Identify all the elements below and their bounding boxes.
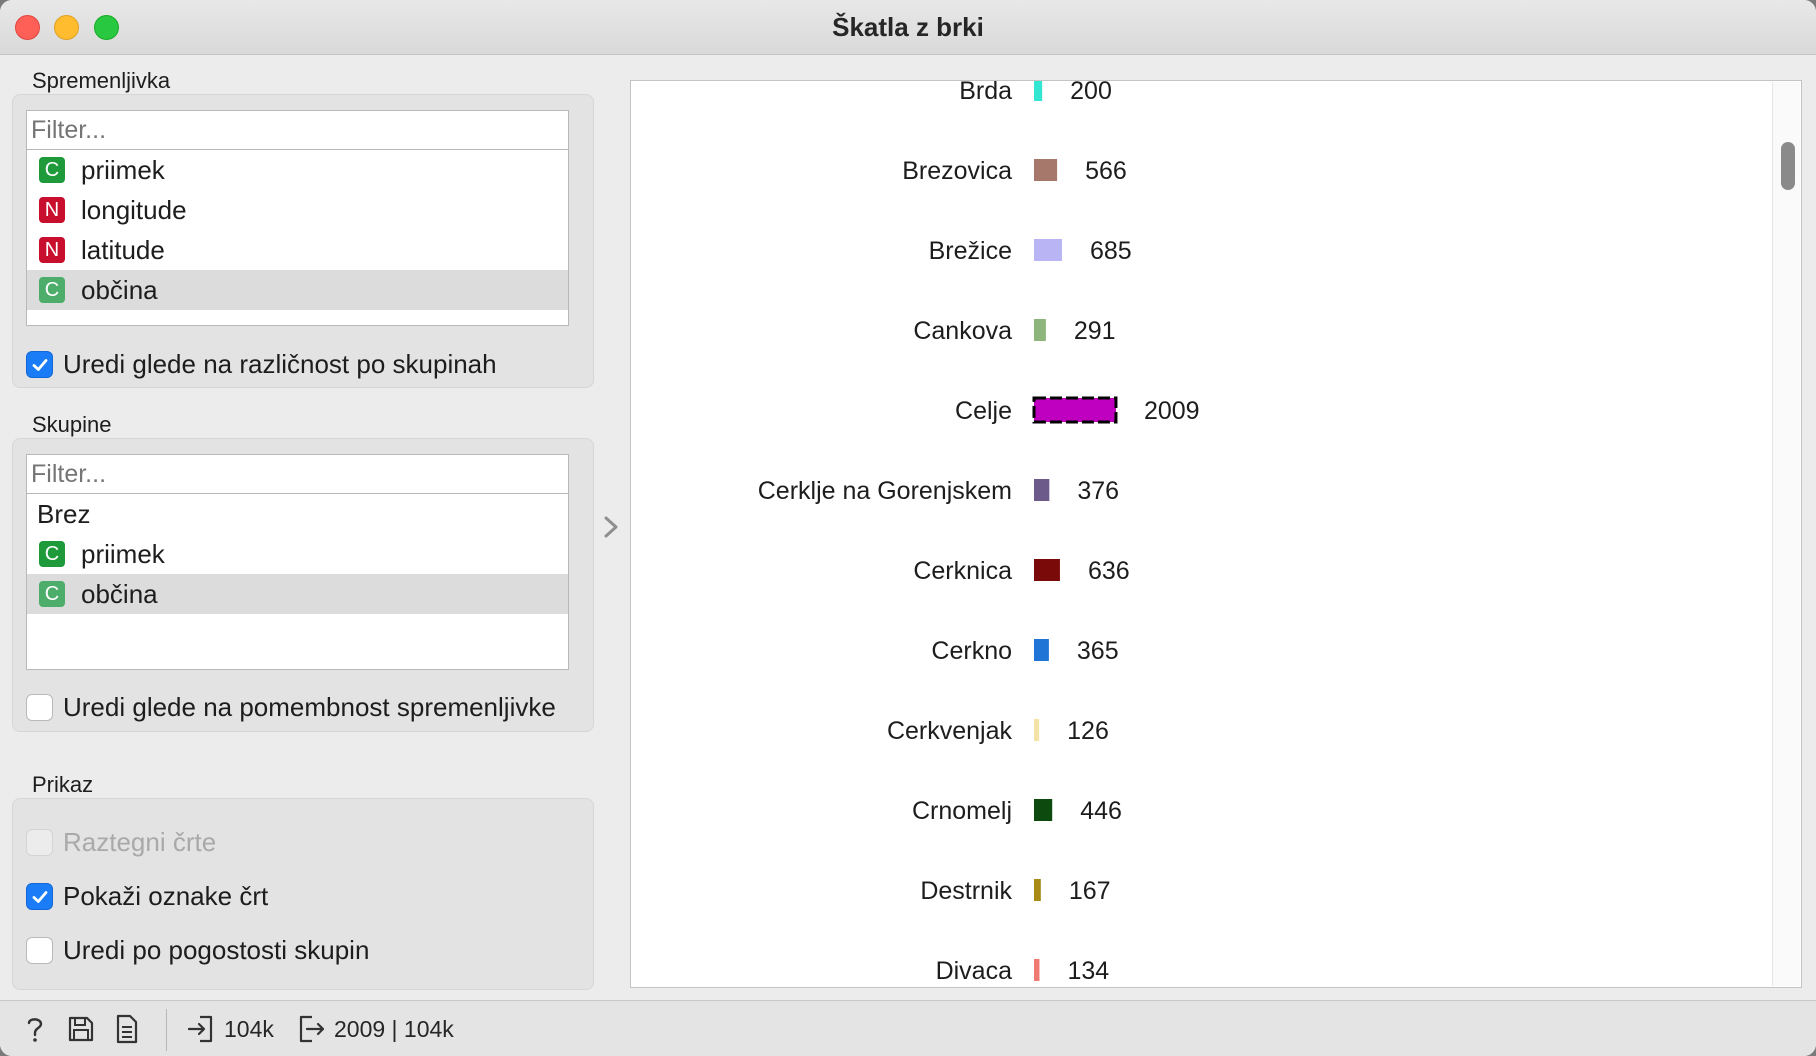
show-bar-labels-label: Pokaži oznake črt	[63, 881, 269, 911]
value-label: 446	[1080, 797, 1122, 825]
bar[interactable]	[1034, 959, 1040, 981]
sort-by-frequency-checkbox[interactable]	[26, 937, 53, 964]
output-count: 2009 | 104k	[334, 1016, 454, 1042]
variable-list-item-label: občina	[81, 274, 158, 305]
value-label: 376	[1077, 477, 1119, 505]
bar[interactable]	[1034, 879, 1041, 901]
variable-list-item-label: priimek	[81, 154, 165, 185]
sort-by-frequency-label: Uredi po pogostosti skupin	[63, 935, 370, 965]
stretch-bars-label: Raztegni črte	[63, 827, 217, 857]
value-label: 167	[1069, 877, 1111, 905]
bar[interactable]	[1034, 719, 1040, 741]
stretch-bars-checkbox-row: Raztegni črte	[26, 827, 216, 858]
input-data-icon	[187, 1015, 213, 1043]
value-label: 365	[1077, 637, 1119, 665]
variable-filter-input[interactable]	[26, 110, 569, 150]
title-bar: Škatla z brki	[0, 0, 1816, 55]
group-list-item[interactable]: Brez	[27, 494, 568, 534]
show-bar-labels-checkbox-row[interactable]: Pokaži oznake črt	[26, 881, 268, 912]
bar[interactable]	[1034, 81, 1043, 101]
category-label: Cerklje na Gorenjskem	[758, 477, 1012, 505]
category-label: Divaca	[936, 957, 1013, 985]
window-title: Škatla z brki	[832, 12, 984, 42]
minimize-window-button[interactable]	[54, 15, 79, 40]
show-bar-labels-checkbox[interactable]	[26, 883, 53, 910]
value-label: 636	[1088, 557, 1130, 585]
variable-section-label: Spremenljivka	[32, 68, 171, 93]
category-label: Brezovica	[902, 157, 1012, 185]
category-label: Cerknica	[913, 557, 1012, 585]
value-label: 134	[1067, 957, 1109, 985]
value-label: 2009	[1144, 397, 1200, 425]
sort-by-importance-checkbox[interactable]	[26, 694, 53, 721]
bar[interactable]	[1034, 239, 1062, 261]
category-label: Celje	[955, 397, 1012, 425]
sort-by-frequency-checkbox-row[interactable]: Uredi po pogostosti skupin	[26, 935, 369, 966]
bar[interactable]	[1034, 639, 1049, 661]
value-label: 200	[1070, 81, 1112, 105]
maximize-window-button[interactable]	[94, 15, 119, 40]
chart-vertical-scrollbar[interactable]	[1772, 82, 1800, 986]
category-label: Brežice	[929, 237, 1012, 265]
bar-chart: Brda 200 Brezovica 566 Brežice 685 Cankova 291 C…	[758, 81, 1200, 985]
report-icon[interactable]	[112, 1013, 142, 1045]
category-label: Brda	[959, 81, 1012, 105]
value-label: 685	[1090, 237, 1132, 265]
category-label: Destrnik	[920, 877, 1012, 905]
status-separator	[166, 1009, 167, 1051]
group-list-item-label: občina	[81, 578, 158, 609]
groups-section-label: Skupine	[32, 412, 112, 437]
variable-list-item-label: longitude	[81, 194, 187, 225]
help-icon[interactable]	[20, 1013, 50, 1045]
bar[interactable]	[1034, 479, 1050, 501]
categorical-type-icon: C	[39, 541, 65, 567]
categorical-type-icon: C	[39, 277, 65, 303]
sort-by-importance-label: Uredi glede na pomembnost spremenljivke	[63, 692, 556, 722]
bar[interactable]	[1034, 559, 1060, 581]
sort-by-variance-label: Uredi glede na različnost po skupinah	[63, 349, 497, 379]
bar[interactable]	[1034, 159, 1058, 181]
stretch-bars-checkbox	[26, 829, 53, 856]
bar[interactable]	[1032, 396, 1118, 424]
category-label: Crnomelj	[912, 797, 1012, 825]
value-label: 566	[1085, 157, 1127, 185]
variable-list-item-label: latitude	[81, 234, 165, 265]
group-list-item-label: priimek	[81, 538, 165, 569]
numeric-type-icon: N	[39, 237, 65, 263]
category-label: Cerkvenjak	[887, 717, 1013, 745]
close-window-button[interactable]	[15, 15, 40, 40]
bar[interactable]	[1034, 799, 1053, 821]
bar[interactable]	[1034, 319, 1046, 341]
groups-filter-input[interactable]	[26, 454, 569, 494]
group-list-item-label: Brez	[37, 498, 91, 529]
category-label: Cankova	[913, 317, 1012, 345]
scrollbar-thumb[interactable]	[1781, 142, 1795, 190]
sort-by-variance-checkbox[interactable]	[26, 351, 53, 378]
value-label: 126	[1067, 717, 1109, 745]
display-section-label: Prikaz	[32, 772, 94, 797]
category-label: Cerkno	[931, 637, 1012, 665]
collapse-panel-chevron-icon[interactable]	[598, 512, 624, 542]
sort-by-variance-checkbox-row[interactable]: Uredi glede na različnost po skupinah	[26, 349, 497, 380]
save-icon[interactable]	[66, 1013, 96, 1045]
status-bar: 104k 2009 | 104k	[0, 1000, 1816, 1056]
numeric-type-icon: N	[39, 197, 65, 223]
output-data-icon	[299, 1015, 325, 1043]
categorical-type-icon: C	[39, 157, 65, 183]
sort-by-importance-checkbox-row[interactable]: Uredi glede na pomembnost spremenljivke	[26, 692, 556, 723]
display-group-box	[12, 798, 594, 990]
categorical-type-icon: C	[39, 581, 65, 607]
input-count: 104k	[224, 1016, 274, 1042]
chart-panel: Brda 200 Brezovica 566 Brežice 685 Cankova 291 C…	[630, 80, 1802, 988]
value-label: 291	[1074, 317, 1116, 345]
